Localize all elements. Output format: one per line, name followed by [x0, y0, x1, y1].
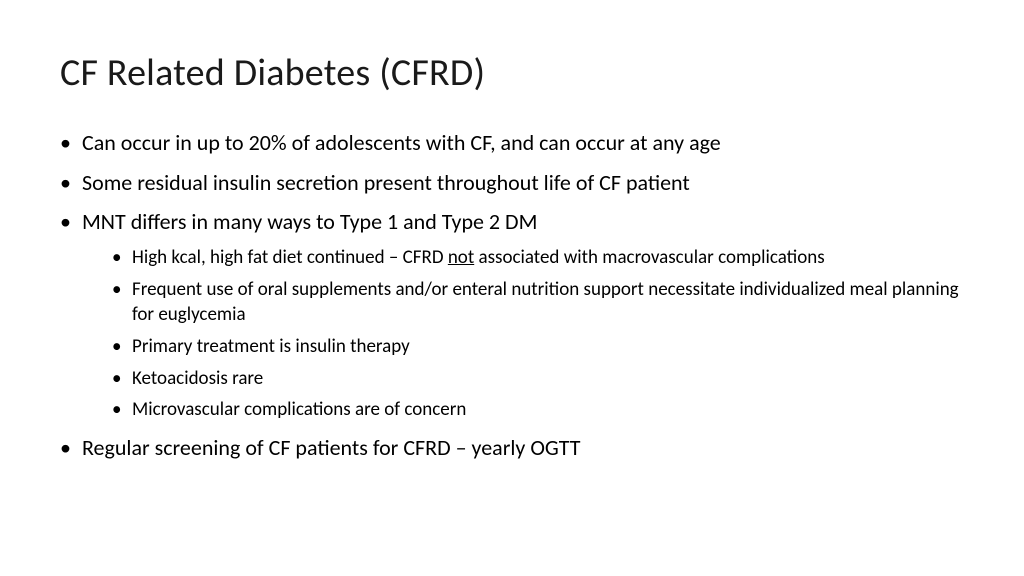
list-item-text: Primary treatment is insulin therapy [132, 335, 410, 358]
list-item-text: Ketoacidosis rare [132, 367, 263, 390]
list-item-text: MNT differs in many ways to Type 1 and T… [82, 208, 537, 235]
list-item: High kcal, high fat diet continued – CFR… [112, 245, 964, 271]
list-item: Some residual insulin secretion present … [60, 168, 964, 198]
slide-title: CF Related Diabetes (CFRD) [60, 50, 964, 96]
sub-bullet-list: High kcal, high fat diet continued – CFR… [82, 245, 964, 423]
list-item-text: Microvascular complications are of conce… [132, 398, 466, 421]
list-item: Ketoacidosis rare [112, 366, 964, 392]
list-item-text: Regular screening of CF patients for CFR… [82, 434, 580, 461]
list-item: MNT differs in many ways to Type 1 and T… [60, 207, 964, 423]
list-item: Primary treatment is insulin therapy [112, 334, 964, 360]
list-item: Can occur in up to 20% of adolescents wi… [60, 128, 964, 158]
list-item-text: Can occur in up to 20% of adolescents wi… [82, 129, 721, 156]
list-item-text: Frequent use of oral supplements and/or … [132, 278, 959, 327]
list-item: Microvascular complications are of conce… [112, 397, 964, 423]
list-item: Regular screening of CF patients for CFR… [60, 433, 964, 463]
list-item-text: Some residual insulin secretion present … [82, 169, 690, 196]
list-item: Frequent use of oral supplements and/or … [112, 277, 964, 328]
list-item-text: High kcal, high fat diet continued – CFR… [132, 246, 825, 269]
bullet-list: Can occur in up to 20% of adolescents wi… [60, 128, 964, 463]
